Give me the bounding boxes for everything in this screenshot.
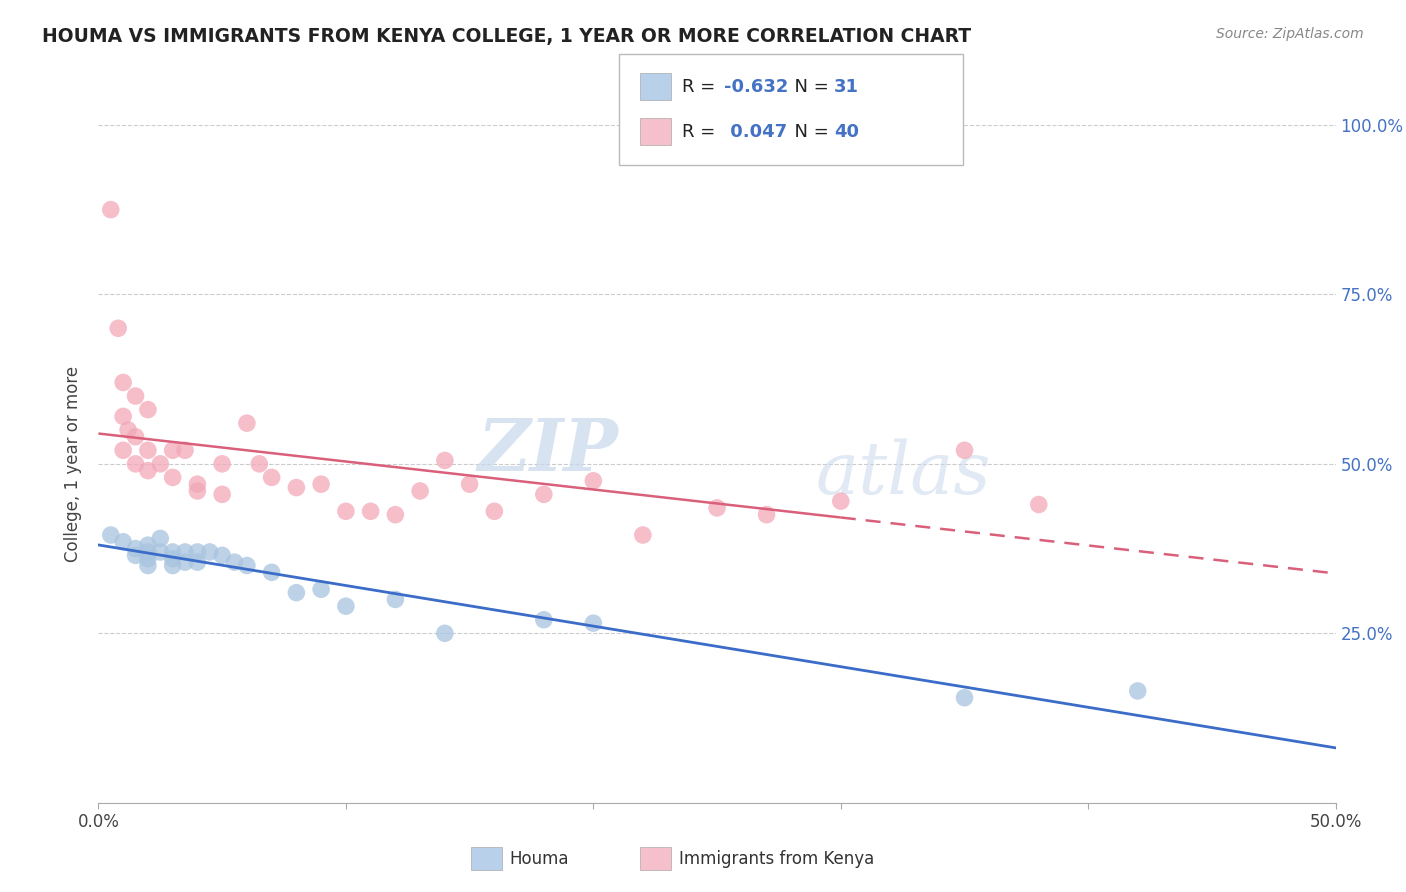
Point [433, 626, 456, 640]
Text: 40: 40 [834, 123, 859, 141]
Point [285, 481, 308, 495]
Point [484, 504, 506, 518]
Point [247, 457, 270, 471]
Point [360, 504, 382, 518]
Text: R =: R = [682, 78, 721, 95]
Point [224, 555, 246, 569]
Point [117, 423, 139, 437]
Text: HOUMA VS IMMIGRANTS FROM KENYA COLLEGE, 1 YEAR OR MORE CORRELATION CHART: HOUMA VS IMMIGRANTS FROM KENYA COLLEGE, … [42, 27, 972, 45]
Point [149, 545, 172, 559]
Point [174, 555, 197, 569]
Point [236, 416, 259, 430]
Point [162, 545, 184, 559]
Point [409, 483, 432, 498]
Y-axis label: College, 1 year or more: College, 1 year or more [65, 366, 83, 562]
Point [112, 534, 135, 549]
Point [136, 538, 159, 552]
Point [124, 389, 146, 403]
Point [112, 443, 135, 458]
Point [107, 321, 129, 335]
Point [186, 477, 208, 491]
Point [335, 504, 357, 518]
Point [285, 585, 308, 599]
Point [309, 477, 332, 491]
Text: atlas: atlas [815, 439, 991, 509]
Point [582, 616, 605, 631]
Point [186, 483, 208, 498]
Point [384, 508, 406, 522]
Point [162, 443, 184, 458]
Text: Houma: Houma [509, 850, 568, 868]
Point [706, 500, 728, 515]
Point [162, 551, 184, 566]
Point [136, 443, 159, 458]
Point [953, 443, 976, 458]
Point [124, 541, 146, 556]
Point [309, 582, 332, 597]
Point [384, 592, 406, 607]
Point [174, 443, 197, 458]
Text: ZIP: ZIP [477, 415, 619, 486]
Point [236, 558, 259, 573]
Point [211, 487, 233, 501]
Text: 0.047: 0.047 [724, 123, 787, 141]
Text: R =: R = [682, 123, 721, 141]
Point [162, 470, 184, 484]
Text: -0.632: -0.632 [724, 78, 789, 95]
Point [149, 457, 172, 471]
Point [136, 402, 159, 417]
Point [260, 566, 283, 580]
Point [953, 690, 976, 705]
Text: Source: ZipAtlas.com: Source: ZipAtlas.com [1216, 27, 1364, 41]
Text: 31: 31 [834, 78, 859, 95]
Point [186, 555, 208, 569]
Point [136, 545, 159, 559]
Point [830, 494, 852, 508]
Point [112, 376, 135, 390]
Text: Immigrants from Kenya: Immigrants from Kenya [679, 850, 875, 868]
Point [174, 545, 197, 559]
Point [260, 470, 283, 484]
Point [458, 477, 481, 491]
Point [124, 430, 146, 444]
Point [198, 545, 221, 559]
Point [136, 558, 159, 573]
Point [186, 545, 208, 559]
Point [755, 508, 778, 522]
Point [100, 528, 122, 542]
Point [136, 464, 159, 478]
Point [124, 457, 146, 471]
Text: N =: N = [783, 78, 835, 95]
Point [533, 613, 555, 627]
Point [162, 558, 184, 573]
Point [211, 457, 233, 471]
Point [112, 409, 135, 424]
Point [533, 487, 555, 501]
Point [1126, 684, 1149, 698]
Point [136, 551, 159, 566]
Point [124, 549, 146, 563]
Text: N =: N = [783, 123, 835, 141]
Point [149, 532, 172, 546]
Point [631, 528, 654, 542]
Point [100, 202, 122, 217]
Point [1028, 498, 1050, 512]
Point [211, 549, 233, 563]
Point [582, 474, 605, 488]
Point [335, 599, 357, 614]
Point [433, 453, 456, 467]
